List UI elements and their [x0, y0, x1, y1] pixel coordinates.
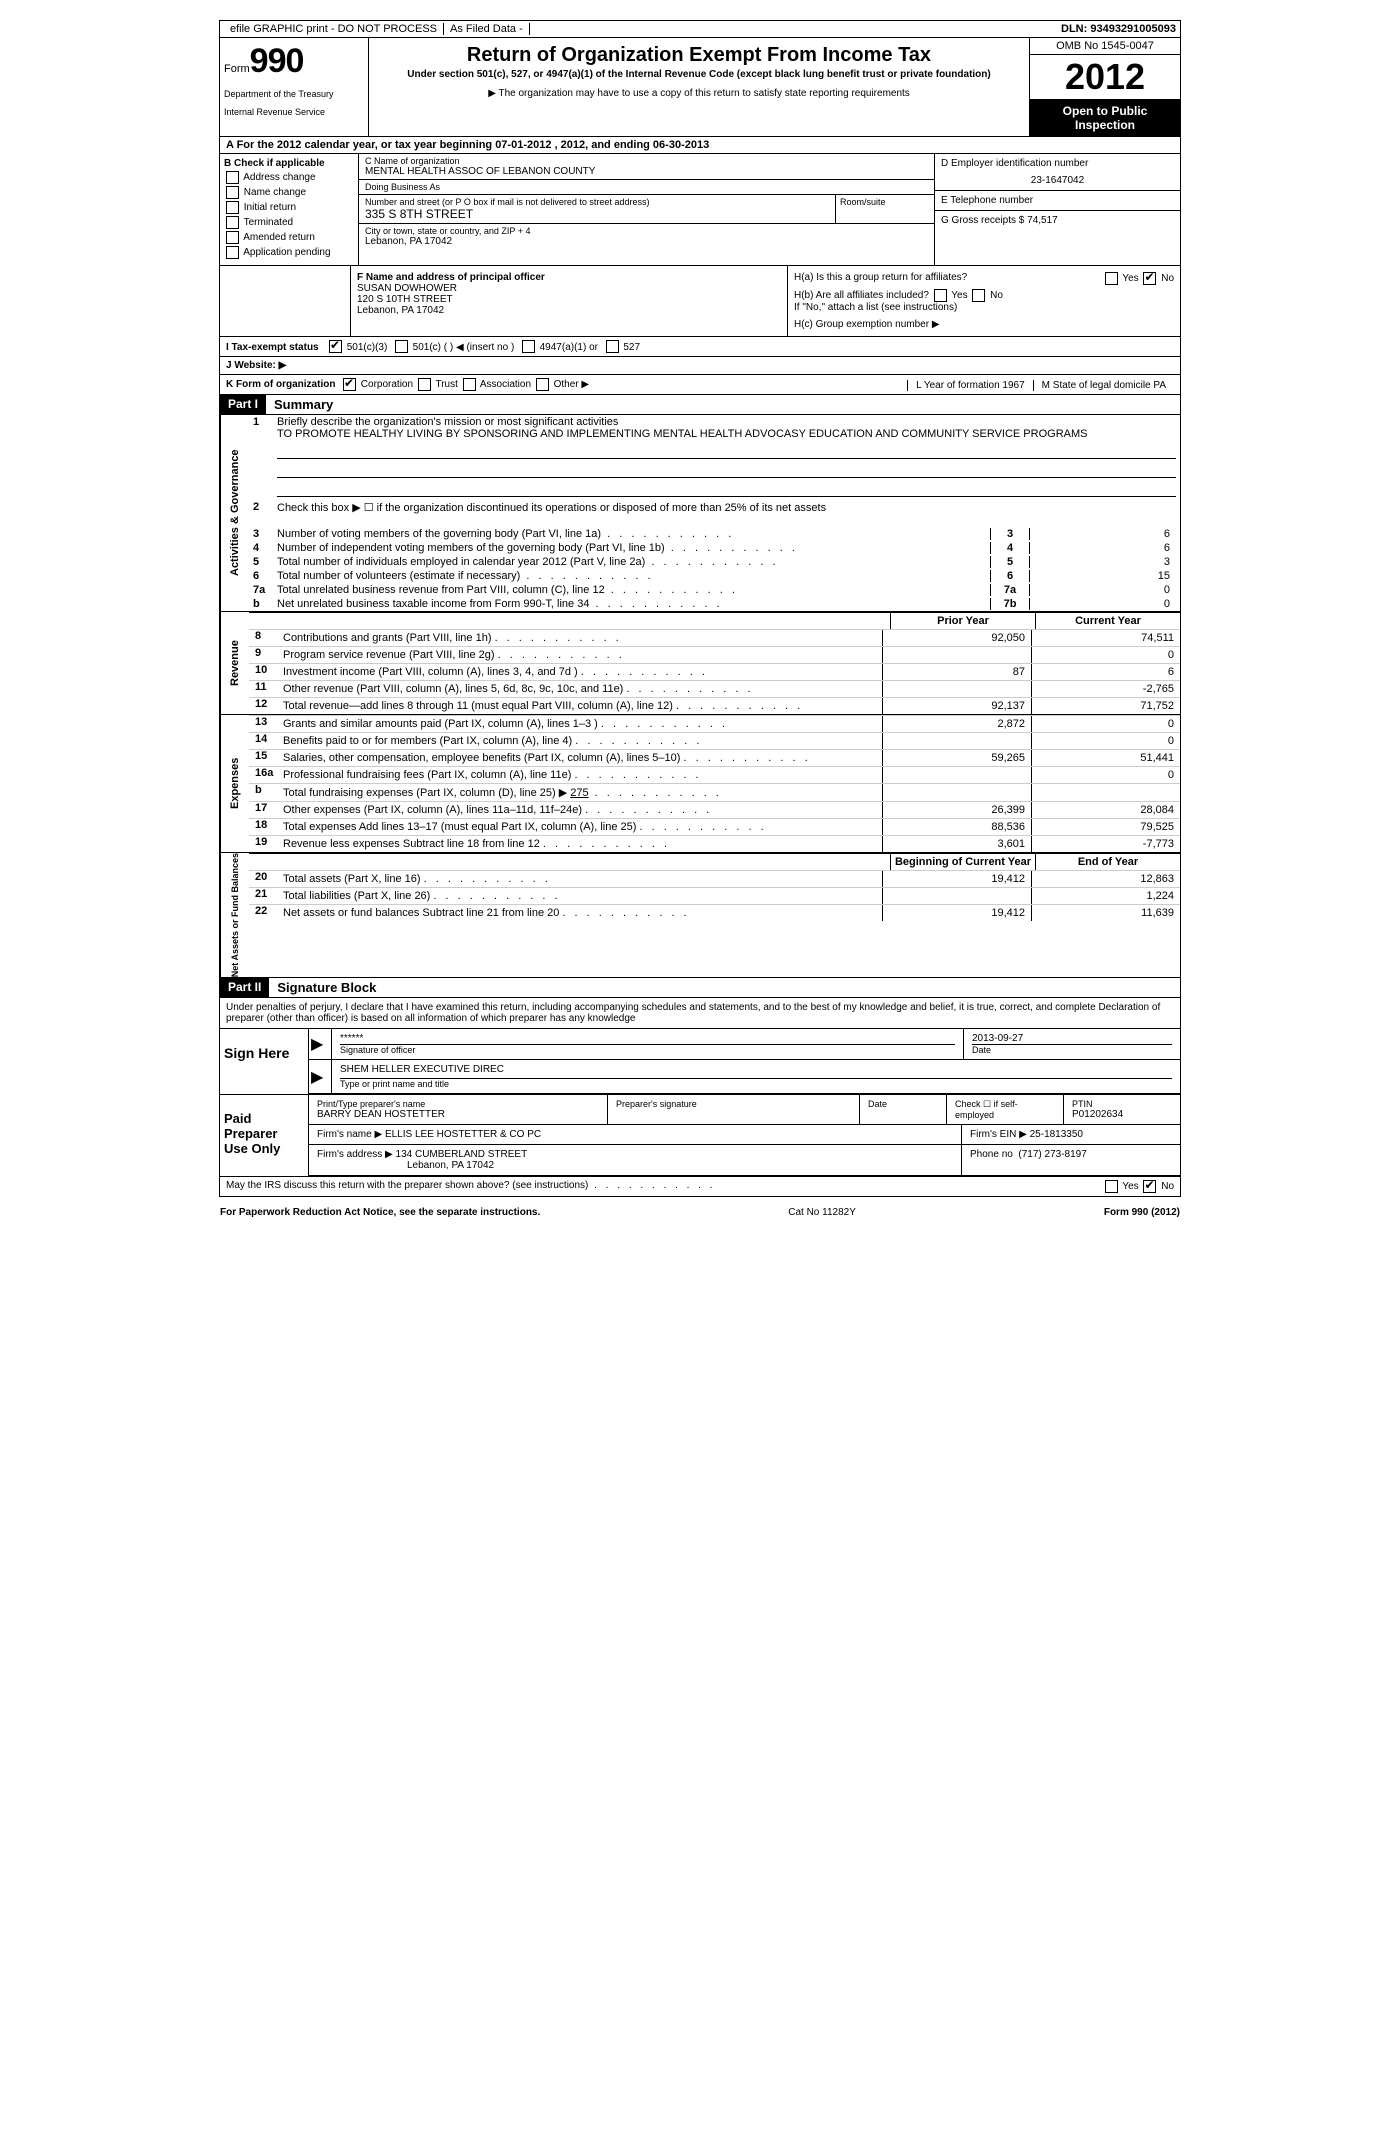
mission-text: TO PROMOTE HEALTHY LIVING BY SPONSORING … — [277, 428, 1087, 440]
line-16a: 16aProfessional fundraising fees (Part I… — [249, 766, 1180, 783]
asfiled-label: As Filed Data - — [444, 23, 530, 35]
part2-header: Part II Signature Block — [220, 978, 1180, 998]
section-k: K Form of organization Corporation Trust… — [220, 375, 1180, 395]
chk-4947[interactable] — [522, 340, 535, 353]
form-title: Return of Organization Exempt From Incom… — [377, 44, 1021, 67]
section-d: D Employer identification number 23-1647… — [934, 154, 1180, 265]
chk-527[interactable] — [606, 340, 619, 353]
expenses-section: Expenses 13Grants and similar amounts pa… — [220, 715, 1180, 853]
dept-treasury: Department of the Treasury — [224, 89, 364, 99]
header-left: Form990 Department of the Treasury Inter… — [220, 38, 369, 136]
line-8: 8Contributions and grants (Part VIII, li… — [249, 629, 1180, 646]
form-header: Form990 Department of the Treasury Inter… — [220, 38, 1180, 137]
vtab-revenue: Revenue — [220, 612, 249, 714]
line-b: bTotal fundraising expenses (Part IX, co… — [249, 783, 1180, 801]
gov-line-6: 6Total number of volunteers (estimate if… — [249, 569, 1180, 583]
sign-here-block: Sign Here ▶ ****** Signature of officer … — [220, 1028, 1180, 1094]
year-formation: L Year of formation 1967 — [907, 380, 1033, 391]
chk-501c3[interactable] — [329, 340, 342, 353]
gov-line-4: 4Number of independent voting members of… — [249, 541, 1180, 555]
netassets-section: Net Assets or Fund Balances Beginning of… — [220, 853, 1180, 978]
chk-pending[interactable]: Application pending — [224, 246, 354, 259]
line-13: 13Grants and similar amounts paid (Part … — [249, 715, 1180, 732]
preparer-name: BARRY DEAN HOSTETTER — [317, 1109, 599, 1120]
firm-name: ELLIS LEE HOSTETTER & CO PC — [385, 1129, 541, 1140]
line-20: 20Total assets (Part X, line 16) 19,4121… — [249, 870, 1180, 887]
section-h: H(a) Is this a group return for affiliat… — [788, 266, 1180, 336]
line-22: 22Net assets or fund balances Subtract l… — [249, 904, 1180, 921]
section-i: I Tax-exempt status 501(c)(3) 501(c) ( )… — [220, 337, 1180, 357]
chk-other[interactable] — [536, 378, 549, 391]
chk-terminated[interactable]: Terminated — [224, 216, 354, 229]
chk-discuss-no[interactable] — [1143, 1180, 1156, 1193]
page-footer: For Paperwork Reduction Act Notice, see … — [214, 1203, 1186, 1222]
vtab-governance: Activities & Governance — [220, 415, 249, 611]
line-15: 15Salaries, other compensation, employee… — [249, 749, 1180, 766]
section-j: J Website: ▶ — [220, 357, 1180, 375]
section-bcd: B Check if applicable Address change Nam… — [220, 154, 1180, 266]
top-bar: efile GRAPHIC print - DO NOT PROCESS As … — [220, 21, 1180, 38]
gov-line-3: 3Number of voting members of the governi… — [249, 527, 1180, 541]
form-note: ▶ The organization may have to use a cop… — [377, 88, 1021, 99]
officer-name: SUSAN DOWHOWER — [357, 283, 457, 294]
form-subtitle: Under section 501(c), 527, or 4947(a)(1)… — [377, 69, 1021, 80]
chk-discuss-yes[interactable] — [1105, 1180, 1118, 1193]
declaration: Under penalties of perjury, I declare th… — [220, 998, 1180, 1028]
chk-initial-return[interactable]: Initial return — [224, 201, 354, 214]
form-990-container: efile GRAPHIC print - DO NOT PROCESS As … — [219, 20, 1181, 1197]
section-a: A For the 2012 calendar year, or tax yea… — [220, 137, 1180, 154]
line-21: 21Total liabilities (Part X, line 26) 1,… — [249, 887, 1180, 904]
chk-name-change[interactable]: Name change — [224, 186, 354, 199]
paid-preparer-block: Paid Preparer Use Only Print/Type prepar… — [220, 1094, 1180, 1176]
line-14: 14Benefits paid to or for members (Part … — [249, 732, 1180, 749]
chk-trust[interactable] — [418, 378, 431, 391]
line-11: 11Other revenue (Part VIII, column (A), … — [249, 680, 1180, 697]
header-mid: Return of Organization Exempt From Incom… — [369, 38, 1029, 136]
officer-typed-name: SHEM HELLER EXECUTIVE DIREC — [340, 1064, 1172, 1079]
chk-corp[interactable] — [343, 378, 356, 391]
open-inspection: Open to Public Inspection — [1030, 100, 1180, 136]
chk-address-change[interactable]: Address change — [224, 171, 354, 184]
state-domicile: M State of legal domicile PA — [1033, 380, 1174, 391]
city: Lebanon, PA 17042 — [365, 236, 928, 247]
efile-notice: efile GRAPHIC print - DO NOT PROCESS — [224, 23, 444, 35]
vtab-expenses: Expenses — [220, 715, 249, 852]
section-f: F Name and address of principal officer … — [351, 266, 788, 336]
dln: DLN: 93493291005093 — [1061, 23, 1176, 35]
chk-assoc[interactable] — [463, 378, 476, 391]
header-right: OMB No 1545-0047 2012 Open to Public Ins… — [1029, 38, 1180, 136]
line-17: 17Other expenses (Part IX, column (A), l… — [249, 801, 1180, 818]
vtab-netassets: Net Assets or Fund Balances — [220, 853, 249, 977]
section-c: C Name of organization MENTAL HEALTH ASS… — [359, 154, 934, 265]
firm-ein: 25-1813350 — [1030, 1129, 1083, 1140]
section-fh: F Name and address of principal officer … — [220, 266, 1180, 337]
discuss-row: May the IRS discuss this return with the… — [220, 1176, 1180, 1196]
ptin: P01202634 — [1072, 1109, 1172, 1120]
line-12: 12Total revenue—add lines 8 through 11 (… — [249, 697, 1180, 714]
chk-amended[interactable]: Amended return — [224, 231, 354, 244]
tax-year: 2012 — [1030, 55, 1180, 100]
part1-header: Part I Summary — [220, 395, 1180, 415]
line-10: 10Investment income (Part VIII, column (… — [249, 663, 1180, 680]
line-18: 18Total expenses Add lines 13–17 (must e… — [249, 818, 1180, 835]
line-9: 9Program service revenue (Part VIII, lin… — [249, 646, 1180, 663]
street: 335 S 8TH STREET — [365, 207, 829, 221]
gov-line-7b: bNet unrelated business taxable income f… — [249, 597, 1180, 611]
firm-phone: (717) 273-8197 — [1018, 1149, 1086, 1160]
line-19: 19Revenue less expenses Subtract line 18… — [249, 835, 1180, 852]
omb-number: OMB No 1545-0047 — [1030, 38, 1180, 55]
ein: 23-1647042 — [941, 175, 1174, 186]
irs-label: Internal Revenue Service — [224, 107, 364, 117]
section-b: B Check if applicable Address change Nam… — [220, 154, 359, 265]
org-name: MENTAL HEALTH ASSOC OF LEBANON COUNTY — [365, 166, 928, 177]
gov-line-7a: 7aTotal unrelated business revenue from … — [249, 583, 1180, 597]
revenue-section: Revenue Prior Year Current Year 8Contrib… — [220, 612, 1180, 715]
activities-governance: Activities & Governance 1 Briefly descri… — [220, 415, 1180, 612]
gov-line-5: 5Total number of individuals employed in… — [249, 555, 1180, 569]
gross-receipts: 74,517 — [1027, 215, 1058, 226]
chk-501c[interactable] — [395, 340, 408, 353]
